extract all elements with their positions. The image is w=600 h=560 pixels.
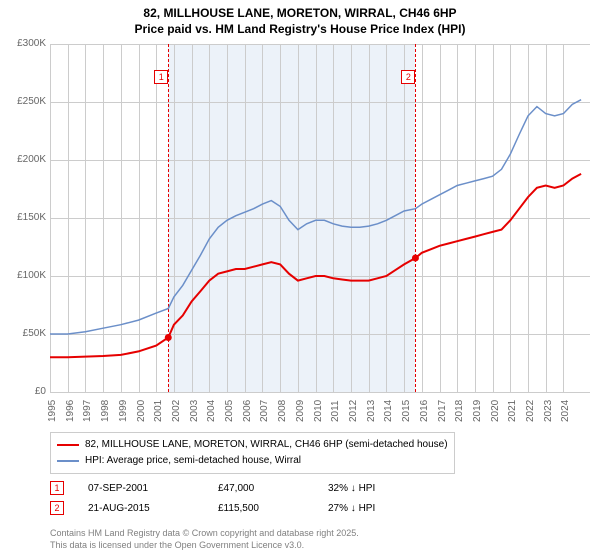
legend-label: 82, MILLHOUSE LANE, MORETON, WIRRAL, CH4…: [85, 437, 448, 453]
xtick-label: 2015: [401, 400, 412, 422]
xtick-label: 1996: [65, 400, 76, 422]
sales-table: 1 07-SEP-2001£47,00032% ↓ HPI 2 21-AUG-2015…: [50, 478, 438, 518]
sales-price: £115,500: [218, 503, 328, 514]
xtick-label: 2024: [560, 400, 571, 422]
sale-point: [412, 255, 419, 262]
sale-point: [165, 334, 172, 341]
xtick-label: 2010: [313, 400, 324, 422]
xtick-label: 1998: [100, 400, 111, 422]
gridline-h: [50, 392, 590, 393]
sales-date: 21-AUG-2015: [88, 503, 218, 514]
legend-label: HPI: Average price, semi-detached house,…: [85, 453, 301, 469]
sales-date: 07-SEP-2001: [88, 483, 218, 494]
sales-diff: 32% ↓ HPI: [328, 483, 438, 494]
chart-title-line2: Price paid vs. HM Land Registry's House …: [0, 22, 600, 36]
xtick-label: 2018: [454, 400, 465, 422]
legend-swatch: [57, 444, 79, 446]
chart-plot-area: £0£50K£100K£150K£200K£250K£300K199519961…: [50, 44, 590, 392]
ytick-label: £250K: [6, 96, 46, 107]
xtick-label: 1995: [47, 400, 58, 422]
xtick-label: 2008: [277, 400, 288, 422]
sales-price: £47,000: [218, 483, 328, 494]
xtick-label: 2006: [242, 400, 253, 422]
xtick-label: 2012: [348, 400, 359, 422]
footnote-line1: Contains HM Land Registry data © Crown c…: [50, 528, 359, 540]
xtick-label: 2004: [206, 400, 217, 422]
legend-item: 82, MILLHOUSE LANE, MORETON, WIRRAL, CH4…: [57, 437, 448, 453]
ytick-label: £150K: [6, 212, 46, 223]
xtick-label: 2003: [189, 400, 200, 422]
sales-row: 1 07-SEP-2001£47,00032% ↓ HPI: [50, 478, 438, 498]
series-hpi: [50, 100, 581, 334]
chart-title-line1: 82, MILLHOUSE LANE, MORETON, WIRRAL, CH4…: [0, 0, 600, 22]
xtick-label: 2023: [543, 400, 554, 422]
xtick-label: 2019: [472, 400, 483, 422]
xtick-label: 2001: [153, 400, 164, 422]
xtick-label: 2000: [136, 400, 147, 422]
footnote-line2: This data is licensed under the Open Gov…: [50, 540, 359, 552]
sales-marker: 1: [50, 481, 64, 495]
xtick-label: 2009: [295, 400, 306, 422]
xtick-label: 2013: [366, 400, 377, 422]
chart-lines: [50, 44, 590, 392]
footnote: Contains HM Land Registry data © Crown c…: [50, 528, 359, 551]
ytick-label: £100K: [6, 270, 46, 281]
xtick-label: 2005: [224, 400, 235, 422]
xtick-label: 2016: [419, 400, 430, 422]
legend-item: HPI: Average price, semi-detached house,…: [57, 453, 448, 469]
ytick-label: £300K: [6, 38, 46, 49]
xtick-label: 1999: [118, 400, 129, 422]
xtick-label: 2014: [383, 400, 394, 422]
series-price_paid: [50, 174, 581, 357]
ytick-label: £0: [6, 386, 46, 397]
sales-diff: 27% ↓ HPI: [328, 503, 438, 514]
xtick-label: 2007: [259, 400, 270, 422]
ytick-label: £200K: [6, 154, 46, 165]
xtick-label: 2017: [437, 400, 448, 422]
legend-swatch: [57, 460, 79, 462]
sales-marker: 2: [50, 501, 64, 515]
xtick-label: 2021: [507, 400, 518, 422]
xtick-label: 2022: [525, 400, 536, 422]
sales-row: 2 21-AUG-2015£115,50027% ↓ HPI: [50, 498, 438, 518]
ytick-label: £50K: [6, 328, 46, 339]
chart-container: 82, MILLHOUSE LANE, MORETON, WIRRAL, CH4…: [0, 0, 600, 560]
xtick-label: 2002: [171, 400, 182, 422]
xtick-label: 2020: [490, 400, 501, 422]
legend-box: 82, MILLHOUSE LANE, MORETON, WIRRAL, CH4…: [50, 432, 455, 474]
xtick-label: 2011: [330, 400, 341, 422]
xtick-label: 1997: [82, 400, 93, 422]
